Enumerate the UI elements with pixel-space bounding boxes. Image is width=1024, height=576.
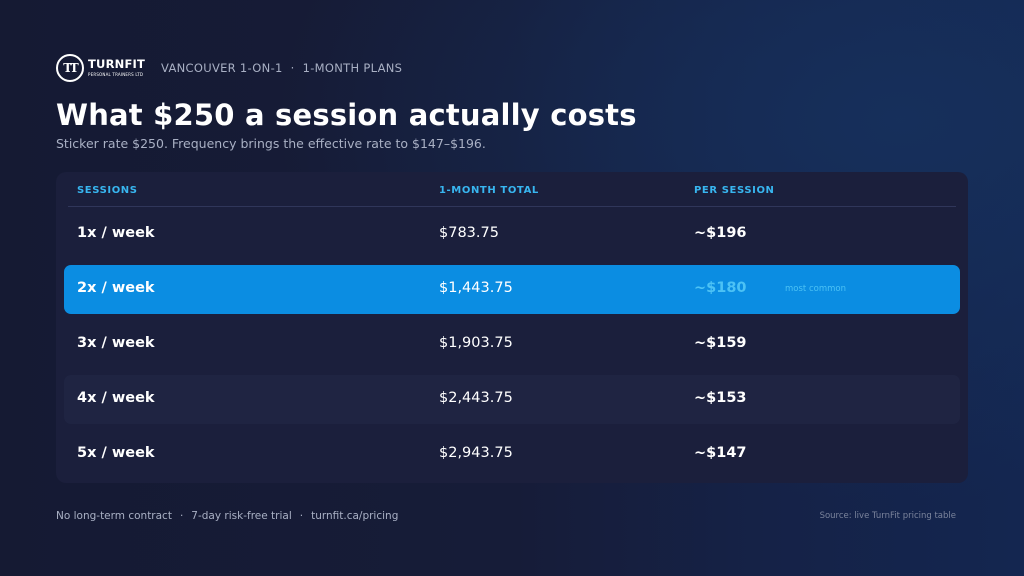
cell-sessions: 5x / week xyxy=(77,445,155,461)
breadcrumb-separator: · xyxy=(290,61,295,75)
cell-total: $1,903.75 xyxy=(439,335,513,351)
footer-separator: · xyxy=(179,510,184,522)
cell-total: $2,443.75 xyxy=(439,390,513,406)
table-row: 1x / week $783.75 ~$196 xyxy=(64,210,960,259)
source-note: Source: live TurnFit pricing table xyxy=(819,511,956,521)
footer: No long-term contract · 7-day risk-free … xyxy=(56,510,398,522)
breadcrumb: VANCOUVER 1-ON-1 · 1-MONTH PLANS xyxy=(161,61,402,75)
cell-sessions: 3x / week xyxy=(77,335,155,351)
footer-separator: · xyxy=(299,510,304,522)
footer-link[interactable]: turnfit.ca/pricing xyxy=(311,510,399,522)
table-row: 4x / week $2,443.75 ~$153 xyxy=(64,375,960,424)
turnfit-logo: TT TURNFIT PERSONAL TRAINERS LTD xyxy=(56,54,145,82)
breadcrumb-city: VANCOUVER 1-ON-1 xyxy=(161,61,283,75)
page-title: What $250 a session actually costs xyxy=(56,98,637,132)
cell-sessions: 2x / week xyxy=(77,280,155,296)
logo-monogram-icon: TT xyxy=(56,54,84,82)
pricing-table: SESSIONS 1-MONTH TOTAL PER SESSION 1x / … xyxy=(56,172,968,483)
header-per-session: PER SESSION xyxy=(694,185,775,196)
breadcrumb-plan: 1-MONTH PLANS xyxy=(302,61,403,75)
table-row: 3x / week $1,903.75 ~$159 xyxy=(64,320,960,369)
logo-tagline: PERSONAL TRAINERS LTD xyxy=(88,71,144,77)
footer-contract: No long-term contract xyxy=(56,510,172,522)
logo-wordmark: TURNFIT PERSONAL TRAINERS LTD xyxy=(88,59,145,77)
cell-total: $1,443.75 xyxy=(439,280,513,296)
cell-per-session: ~$180 xyxy=(694,280,747,296)
cell-per-session: ~$196 xyxy=(694,225,747,241)
cell-sessions: 4x / week xyxy=(77,390,155,406)
header-total: 1-MONTH TOTAL xyxy=(439,185,539,196)
cell-per-session: ~$153 xyxy=(694,390,747,406)
page-subtitle: Sticker rate $250. Frequency brings the … xyxy=(56,136,486,151)
table-row: 5x / week $2,943.75 ~$147 xyxy=(64,430,960,479)
footer-trial: 7-day risk-free trial xyxy=(191,510,292,522)
cell-total: $2,943.75 xyxy=(439,445,513,461)
cell-total: $783.75 xyxy=(439,225,499,241)
cell-sessions: 1x / week xyxy=(77,225,155,241)
cell-per-session: ~$159 xyxy=(694,335,747,351)
most-common-note: most common xyxy=(785,284,846,294)
table-row-highlighted: 2x / week $1,443.75 ~$180 most common xyxy=(64,265,960,314)
cell-per-session: ~$147 xyxy=(694,445,747,461)
logo-name: TURNFIT xyxy=(88,57,146,72)
table-header: SESSIONS 1-MONTH TOTAL PER SESSION xyxy=(68,172,956,207)
header-sessions: SESSIONS xyxy=(77,185,138,196)
brand-bar: TT TURNFIT PERSONAL TRAINERS LTD VANCOUV… xyxy=(56,54,402,82)
